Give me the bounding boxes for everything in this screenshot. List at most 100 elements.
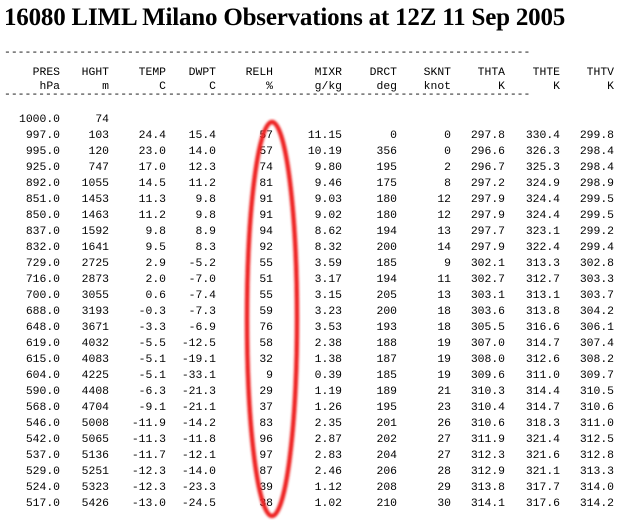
table-row: 546.0 5008 -11.9 -14.2 83 2.35 201 26 310.6 318.3… [0,416,633,432]
cell-mixr: 9.46 [314,178,342,190]
cell-pres: 995.0 [25,146,60,158]
cell-dwpt: -7.3 [188,306,216,318]
cell-thta: 310.6 [470,418,505,430]
cell-mixr: 3.23 [314,306,342,318]
cell-sknt: 0 [444,146,451,158]
cell-temp: -5.1 [138,370,166,382]
cell-thtv: 309.7 [579,370,614,382]
cell-temp: 2.0 [145,274,166,286]
cell-thtv: 303.7 [579,290,614,302]
cell-dwpt: 8.9 [195,226,216,238]
cell-temp: -12.3 [131,466,166,478]
cell-thtv: 304.2 [579,306,614,318]
cell-temp: -11.9 [131,418,166,430]
column-header-temp: TEMP [138,67,166,79]
cell-relh: 51 [259,274,273,286]
cell-thte: 330.4 [525,130,560,142]
cell-hght: 2873 [81,274,109,286]
cell-dwpt: -6.9 [188,322,216,334]
cell-relh: 37 [259,402,273,414]
cell-mixr: 2.87 [314,434,342,446]
cell-temp: -0.3 [138,306,166,318]
cell-thta: 302.1 [470,258,505,270]
cell-temp: -5.1 [138,354,166,366]
cell-drct: 0 [390,130,397,142]
cell-mixr: 3.15 [314,290,342,302]
cell-hght: 3671 [81,322,109,334]
cell-hght: 5136 [81,450,109,462]
cell-relh: 55 [259,258,273,270]
cell-thta: 297.9 [470,194,505,206]
cell-mixr: 11.15 [307,130,342,142]
cell-pres: 729.0 [25,258,60,270]
cell-mixr: 2.46 [314,466,342,478]
cell-pres: 546.0 [25,418,60,430]
cell-drct: 210 [376,498,397,510]
cell-relh: 97 [259,450,273,462]
cell-pres: 524.0 [25,482,60,494]
cell-sknt: 19 [437,370,451,382]
cell-temp: 11.3 [138,194,166,206]
cell-drct: 195 [376,162,397,174]
cell-temp: -11.7 [131,450,166,462]
cell-thtv: 299.5 [579,210,614,222]
cell-relh: 76 [259,322,273,334]
column-unit-drct: deg [376,81,397,93]
cell-relh: 58 [259,338,273,350]
cell-pres: 615.0 [25,354,60,366]
cell-mixr: 1.19 [314,386,342,398]
cell-mixr: 0.39 [314,370,342,382]
cell-hght: 1055 [81,178,109,190]
cell-thtv: 303.3 [579,274,614,286]
cell-temp: 9.8 [145,226,166,238]
cell-thta: 297.9 [470,242,505,254]
rule-bottom: ----------------------------------------… [4,89,531,101]
cell-temp: 2.9 [145,258,166,270]
cell-sknt: 18 [437,322,451,334]
cell-dwpt: 12.3 [188,162,216,174]
cell-hght: 4704 [81,402,109,414]
cell-mixr: 1.02 [314,498,342,510]
cell-temp: -3.3 [138,322,166,334]
cell-mixr: 3.59 [314,258,342,270]
cell-dwpt: 9.8 [195,210,216,222]
cell-mixr: 2.35 [314,418,342,430]
cell-temp: 23.0 [138,146,166,158]
cell-thta: 303.6 [470,306,505,318]
cell-drct: 208 [376,482,397,494]
table-row: 837.0 1592 9.8 8.9 94 8.62 194 13 297.7 323.1 299.… [0,224,633,240]
cell-mixr: 3.17 [314,274,342,286]
cell-temp: 11.2 [138,210,166,222]
cell-thtv: 298.4 [579,146,614,158]
cell-thta: 311.9 [470,434,505,446]
cell-pres: 700.0 [25,290,60,302]
cell-sknt: 12 [437,194,451,206]
cell-sknt: 2 [444,162,451,174]
cell-relh: 96 [259,434,273,446]
column-unit-relh: % [266,81,273,93]
cell-pres: 832.0 [25,242,60,254]
cell-temp: -11.3 [131,434,166,446]
cell-thta: 307.0 [470,338,505,350]
cell-thte: 313.1 [525,290,560,302]
cell-thta: 312.9 [470,466,505,478]
table-row: 568.0 4704 -9.1 -21.1 37 1.26 195 23 310.4 314.7 3… [0,400,633,416]
cell-hght: 4032 [81,338,109,350]
page-title: 16080 LIML Milano Observations at 12Z 11… [4,4,566,31]
cell-drct: 188 [376,338,397,350]
cell-hght: 4083 [81,354,109,366]
cell-pres: 997.0 [25,130,60,142]
cell-relh: 74 [259,162,273,174]
cell-drct: 189 [376,386,397,398]
cell-relh: 59 [259,306,273,318]
cell-pres: 688.0 [25,306,60,318]
cell-relh: 87 [259,466,273,478]
cell-relh: 9 [266,370,273,382]
table-row: 716.0 2873 2.0 -7.0 51 3.17 194 11 302.7 312.7 303… [0,272,633,288]
cell-thte: 317.6 [525,498,560,510]
cell-temp: 0.6 [145,290,166,302]
cell-thte: 321.6 [525,450,560,462]
cell-thte: 314.7 [525,402,560,414]
cell-drct: 193 [376,322,397,334]
cell-hght: 5008 [81,418,109,430]
